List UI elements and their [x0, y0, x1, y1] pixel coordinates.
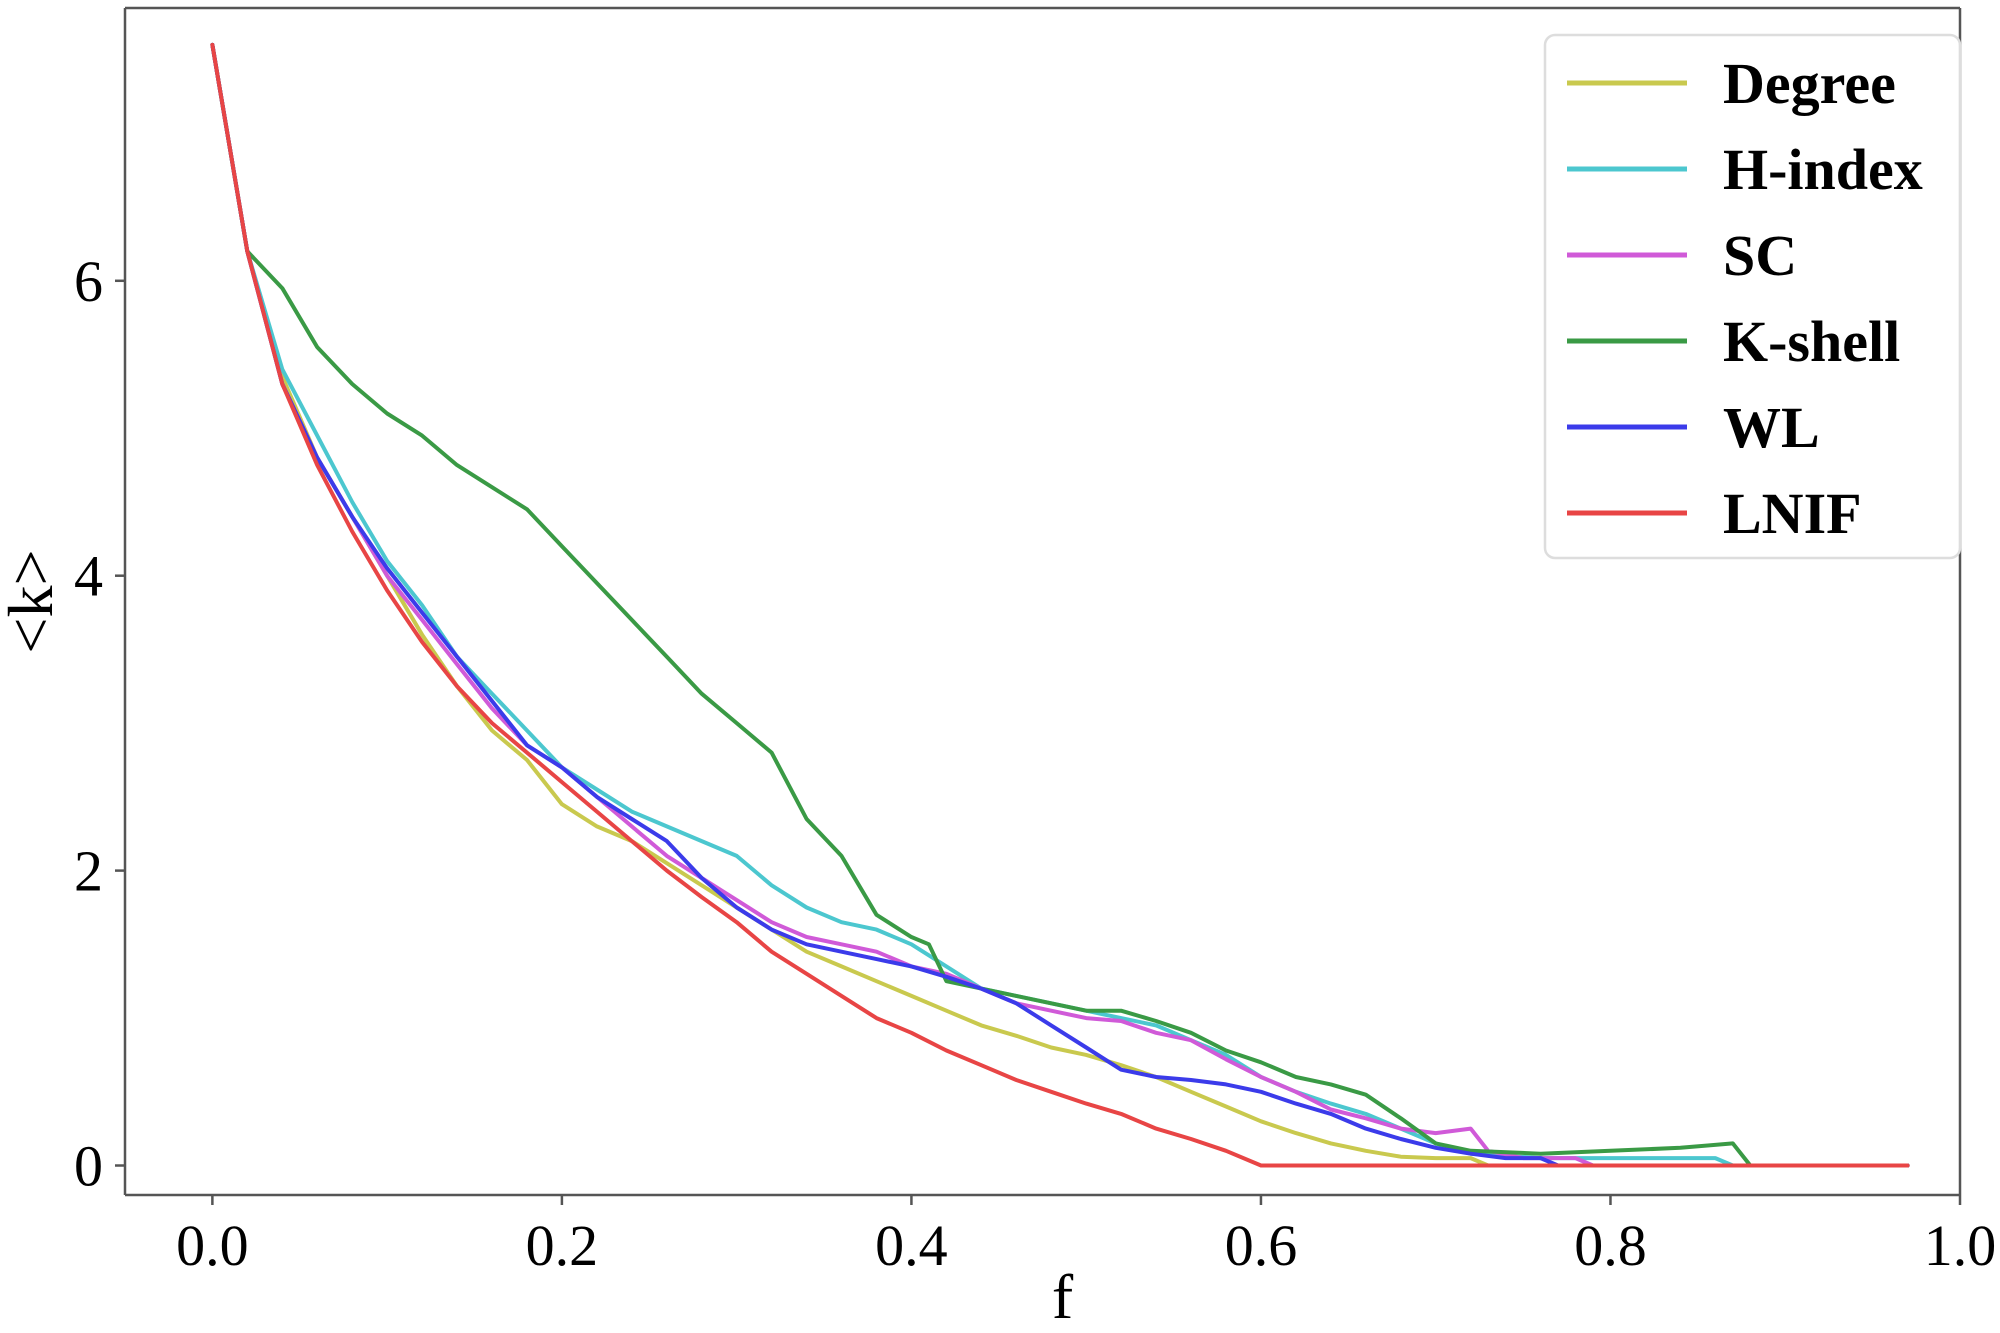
x-tick-label: 0.6 [1225, 1213, 1298, 1278]
series-layer [210, 42, 1910, 1168]
y-tick-label: 2 [74, 839, 103, 904]
y-tick-label: 0 [74, 1134, 103, 1199]
x-tick-label: 0.4 [875, 1213, 948, 1278]
legend-label-sc: SC [1723, 223, 1797, 288]
y-axis-title: <k> [0, 549, 66, 653]
series-line-wl [210, 42, 1910, 1168]
x-tick-label: 0.2 [526, 1213, 599, 1278]
y-tick-label: 6 [74, 249, 103, 314]
y-tick-label: 4 [74, 544, 103, 609]
legend: Degree H-index SC K-shell WL LNIF [1543, 33, 1962, 560]
legend-label-lnif: LNIF [1723, 481, 1862, 546]
series-line-k-shell [210, 42, 1910, 1168]
legend-label-degree: Degree [1723, 51, 1896, 116]
legend-label-k-shell: K-shell [1723, 309, 1900, 374]
x-tick-label: 1.0 [1924, 1213, 1997, 1278]
series-line-lnif [210, 42, 1910, 1168]
x-axis-title: f [1052, 1261, 1074, 1332]
legend-label-wl: WL [1723, 395, 1820, 460]
x-tick-label: 0.0 [176, 1213, 249, 1278]
x-tick-label: 0.8 [1574, 1213, 1647, 1278]
legend-label-h-index: H-index [1723, 137, 1923, 202]
